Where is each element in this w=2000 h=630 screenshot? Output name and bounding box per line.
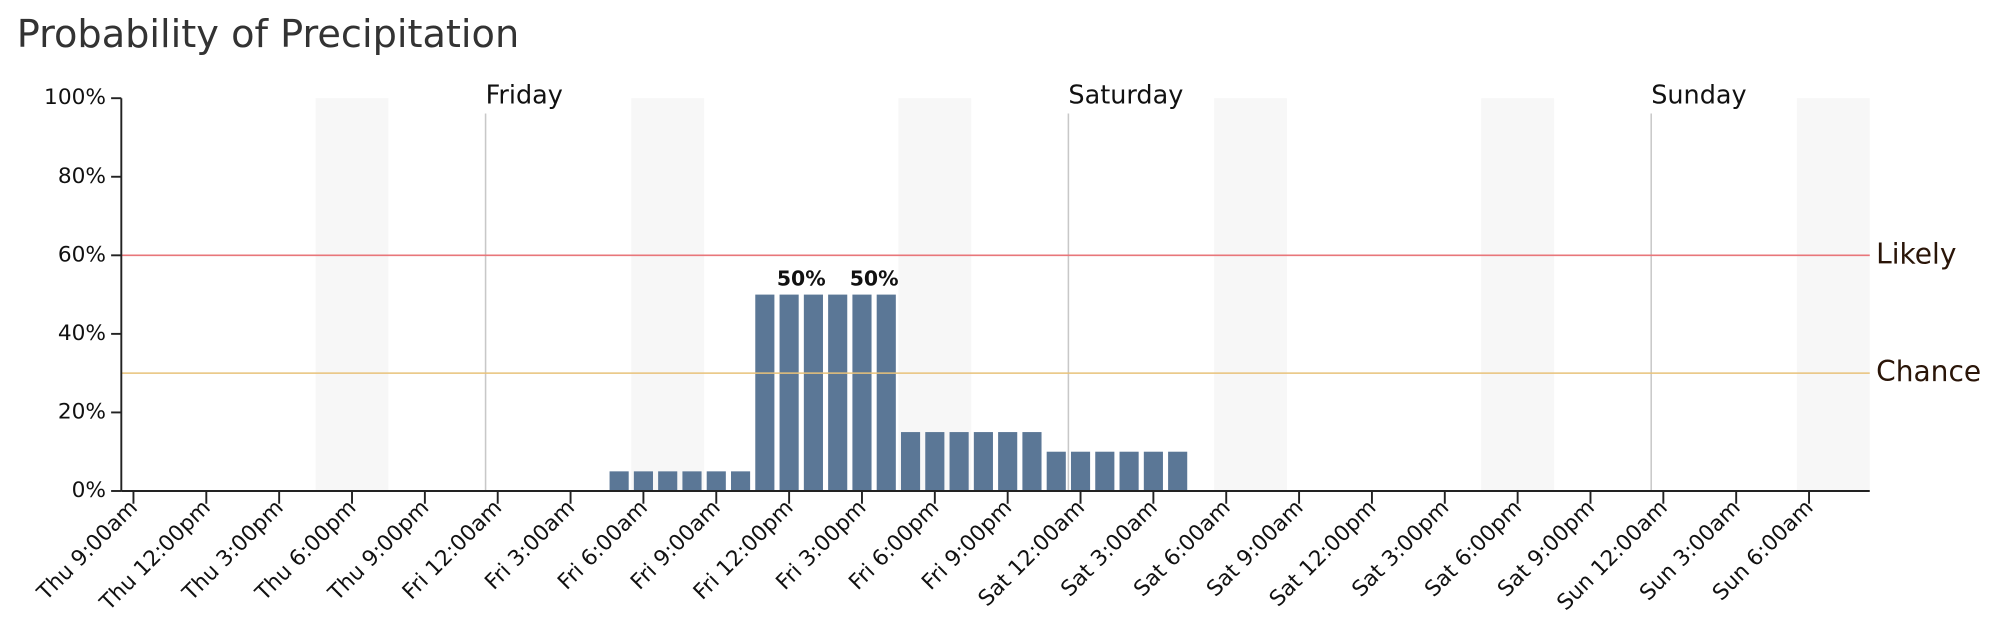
bar	[876, 294, 896, 491]
shade-band	[315, 98, 389, 491]
bar	[828, 294, 848, 491]
bar	[1168, 451, 1188, 491]
bar	[998, 432, 1018, 491]
y-tick-label: 60%	[58, 242, 106, 267]
bar	[779, 294, 799, 491]
day-label: Sunday	[1651, 80, 1746, 110]
bar	[1022, 432, 1042, 491]
bar	[706, 471, 726, 491]
bar	[1070, 451, 1091, 491]
bar	[803, 294, 823, 491]
bar	[1046, 451, 1066, 491]
shade-band	[1796, 98, 1870, 491]
bar	[609, 471, 629, 491]
bar	[682, 471, 702, 491]
y-tick-label: 80%	[58, 164, 106, 189]
day-label: Saturday	[1068, 80, 1183, 110]
bar	[973, 432, 993, 491]
y-tick-label: 100%	[44, 85, 106, 110]
shade-band	[1214, 98, 1287, 491]
shade-band	[898, 98, 972, 491]
shade-band	[631, 98, 705, 491]
bar	[852, 294, 872, 491]
y-tick-label: 40%	[58, 321, 106, 346]
bar	[658, 471, 678, 491]
bar	[1143, 451, 1163, 491]
bar	[1119, 451, 1139, 491]
value-label: 50%	[777, 267, 826, 291]
bar	[755, 294, 775, 491]
bar	[730, 471, 751, 491]
bar	[925, 432, 945, 491]
bar	[900, 432, 921, 491]
y-tick-label: 20%	[58, 399, 106, 424]
chart-title: Probability of Precipitation	[17, 12, 519, 57]
threshold-label: Likely	[1876, 237, 1956, 270]
threshold-label: Chance	[1876, 355, 1981, 388]
day-label: Friday	[486, 80, 563, 110]
bar	[949, 432, 969, 491]
value-label: 50%	[850, 267, 899, 291]
bar	[1095, 451, 1115, 491]
bar	[633, 471, 653, 491]
y-tick-label: 0%	[72, 478, 106, 503]
shade-band	[1481, 98, 1555, 491]
